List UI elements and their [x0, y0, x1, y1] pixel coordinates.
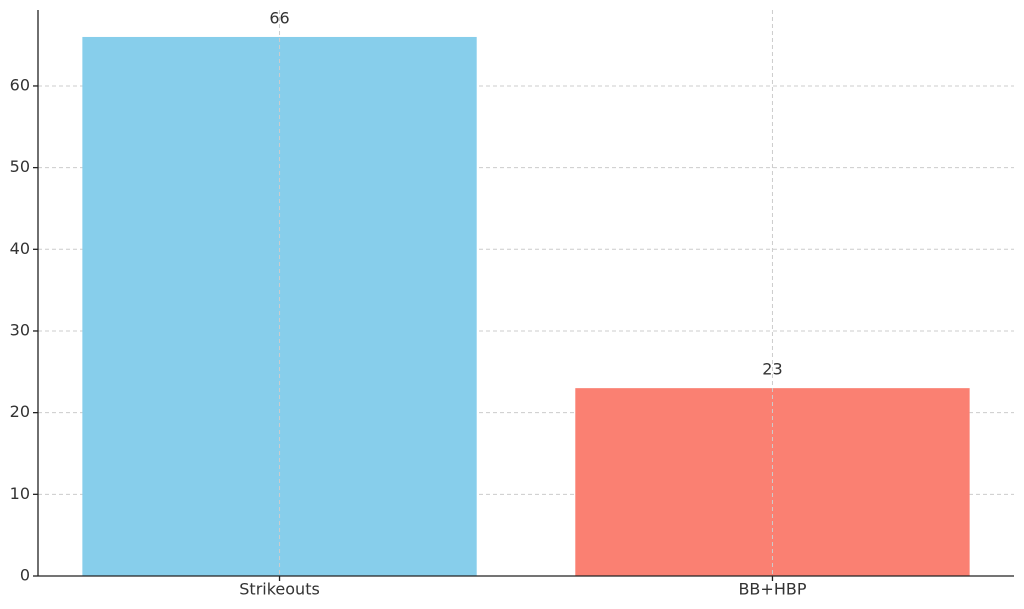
- y-tick-label: 20: [10, 402, 30, 421]
- y-tick-label: 50: [10, 157, 30, 176]
- x-tick-label: Strikeouts: [239, 580, 320, 599]
- y-tick-label: 60: [10, 75, 30, 94]
- x-tick-label: BB+HBP: [738, 580, 806, 599]
- y-tick-label: 30: [10, 320, 30, 339]
- y-tick-label: 10: [10, 484, 30, 503]
- y-tick-label: 0: [20, 566, 30, 585]
- y-tick-label: 40: [10, 239, 30, 258]
